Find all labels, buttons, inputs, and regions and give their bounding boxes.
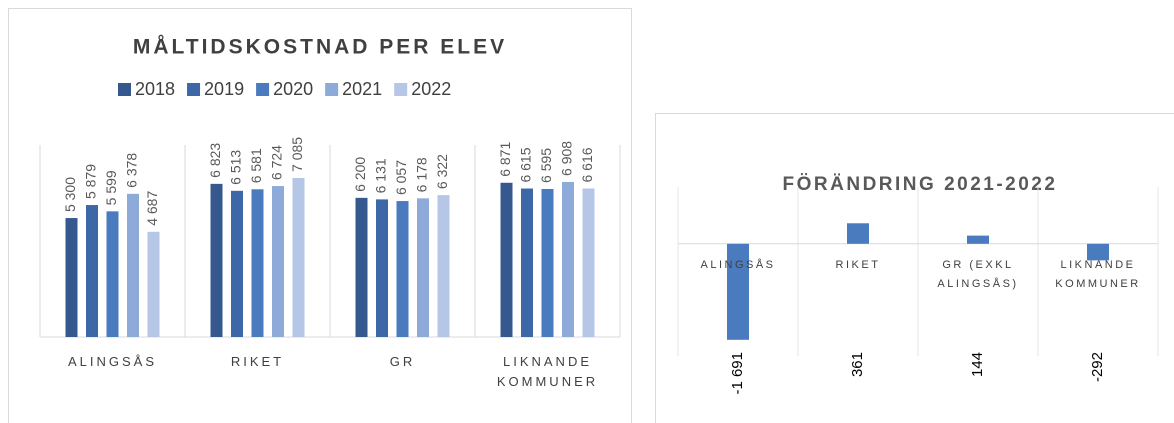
bar bbox=[251, 189, 264, 337]
bar bbox=[500, 182, 513, 337]
data-label: 6 615 bbox=[518, 147, 534, 182]
data-label: 6 057 bbox=[393, 160, 409, 195]
data-label: 361 bbox=[849, 352, 866, 377]
data-label: 6 616 bbox=[579, 147, 595, 182]
legend-label: 2020 bbox=[273, 79, 313, 99]
label-box: RIKET bbox=[230, 354, 285, 369]
x-tick-label: LIKNANDE KOMMUNER bbox=[496, 354, 599, 389]
data-label: 6 322 bbox=[434, 154, 450, 189]
bar bbox=[210, 183, 223, 337]
bar bbox=[417, 198, 429, 337]
data-label: 6 378 bbox=[124, 153, 140, 188]
legend-swatch bbox=[394, 83, 408, 96]
label-box: GR bbox=[389, 354, 416, 369]
data-label: 144 bbox=[969, 352, 986, 377]
bar bbox=[272, 186, 284, 337]
bar bbox=[292, 177, 305, 337]
bar bbox=[127, 193, 139, 337]
data-label: 6 178 bbox=[414, 157, 430, 192]
bar bbox=[147, 231, 160, 337]
label-box: ALINGSÅS bbox=[700, 258, 776, 271]
legend-label: 2021 bbox=[342, 79, 382, 99]
data-label: 6 724 bbox=[269, 145, 285, 180]
data-label: 5 300 bbox=[62, 177, 78, 212]
x-tick-label: GR bbox=[389, 354, 416, 369]
bar bbox=[231, 190, 243, 337]
data-label: 6 200 bbox=[352, 157, 368, 192]
bar bbox=[396, 201, 409, 337]
data-label: 6 871 bbox=[497, 142, 513, 177]
bar bbox=[376, 199, 388, 337]
x-tick-label: GR (EXKL ALINGSÅS) bbox=[937, 258, 1019, 290]
bar bbox=[541, 188, 554, 337]
bar bbox=[967, 235, 989, 244]
bar bbox=[582, 188, 595, 337]
bar bbox=[1087, 243, 1109, 261]
chart-title: FÖRÄNDRING 2021-2022 bbox=[783, 174, 1058, 195]
data-label: -292 bbox=[1089, 352, 1106, 382]
label-box: LIKNANDE KOMMUNER bbox=[1055, 258, 1141, 290]
x-tick-label: LIKNANDE KOMMUNER bbox=[1055, 258, 1141, 290]
x-tick-label: RIKET bbox=[835, 258, 881, 271]
data-label: 6 513 bbox=[228, 150, 244, 185]
bar bbox=[106, 211, 119, 337]
bar bbox=[847, 223, 869, 244]
label-box: RIKET bbox=[835, 258, 881, 271]
data-label: 6 581 bbox=[248, 148, 264, 183]
x-tick-label: ALINGSÅS bbox=[700, 258, 776, 271]
legend-label: 2018 bbox=[135, 79, 175, 99]
x-tick-label: ALINGSÅS bbox=[67, 354, 158, 369]
data-label: 5 599 bbox=[103, 170, 119, 205]
label-box: LIKNANDE KOMMUNER bbox=[496, 354, 599, 389]
bar bbox=[562, 181, 574, 337]
data-label: 7 085 bbox=[289, 137, 305, 172]
data-label: 6 131 bbox=[373, 158, 389, 193]
bar bbox=[727, 243, 749, 340]
data-label: 4 687 bbox=[144, 191, 160, 226]
data-label: 6 595 bbox=[538, 148, 554, 183]
legend-swatch bbox=[187, 83, 201, 96]
legend-swatch bbox=[118, 83, 131, 96]
chart-title: MÅLTIDSKOSTNAD PER ELEV bbox=[133, 35, 507, 59]
bar bbox=[437, 195, 450, 337]
data-label: 6 908 bbox=[559, 141, 575, 176]
legend-swatch bbox=[325, 83, 339, 96]
legend-swatch bbox=[256, 83, 270, 96]
legend-label: 2022 bbox=[411, 79, 451, 99]
legend-label: 2019 bbox=[204, 79, 244, 99]
data-label: 6 823 bbox=[207, 143, 223, 178]
data-label: 5 879 bbox=[83, 164, 99, 199]
bar bbox=[521, 188, 533, 337]
bar bbox=[86, 205, 98, 337]
label-box: ALINGSÅS bbox=[67, 354, 158, 369]
data-label: -1 691 bbox=[729, 352, 746, 395]
label-box: GR (EXKL ALINGSÅS) bbox=[937, 258, 1019, 290]
bar bbox=[355, 197, 368, 337]
bar bbox=[65, 218, 78, 337]
x-tick-label: RIKET bbox=[230, 354, 285, 369]
